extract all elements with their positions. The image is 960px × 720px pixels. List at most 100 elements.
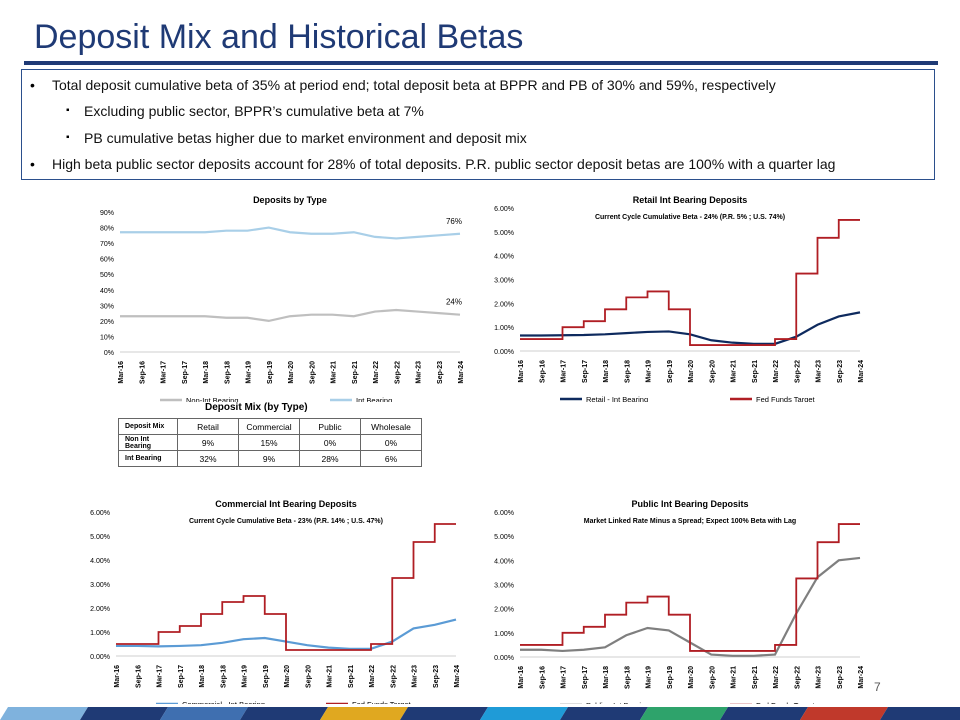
x-tick-label: Sep-16 <box>539 666 546 689</box>
x-tick-label: Sep-17 <box>582 360 589 383</box>
x-tick-label: Mar-22 <box>773 360 780 383</box>
retail-int-bearing-chart: Retail Int Bearing Deposits Current Cycle… <box>494 195 865 402</box>
y-tick-label: 0.00% <box>494 349 514 356</box>
footer-segment <box>0 707 88 720</box>
x-tick-label: Sep-23 <box>837 666 844 689</box>
x-tick-label: Sep-18 <box>220 665 227 688</box>
x-tick-label: Sep-22 <box>390 665 397 688</box>
public-int-bearing-chart: Public Int Bearing Deposits Market Linked… <box>494 499 865 704</box>
legend-label: Commercial - Int Bearing <box>182 700 265 704</box>
x-tick-label: Mar-23 <box>416 361 423 384</box>
deposit-mix-title: Deposit Mix (by Type) <box>205 402 308 413</box>
title-rule <box>24 61 938 65</box>
chart-title: Public Int Bearing Deposits <box>631 499 748 509</box>
y-tick-label: 70% <box>100 241 114 248</box>
legend-label: Retail - Int Bearing <box>586 395 648 402</box>
x-tick-label: Mar-23 <box>816 360 823 383</box>
y-tick-label: 30% <box>100 303 114 310</box>
table-header-cell: Commercial <box>238 418 300 435</box>
y-tick-label: 10% <box>100 334 114 341</box>
x-tick-label: Mar-18 <box>603 666 610 689</box>
x-tick-label: Mar-21 <box>731 360 738 383</box>
x-tick-label: Sep-21 <box>752 360 759 383</box>
table-cell: 0% <box>299 434 361 451</box>
x-tick-label: Sep-22 <box>794 360 801 383</box>
table-row: Non Int Bearing 9% 15% 0% 0% <box>118 434 422 451</box>
x-tick-label: Sep-21 <box>352 361 359 384</box>
series-line-0 <box>120 308 461 323</box>
bullet-2: Excluding public sector, BPPR’s cumulati… <box>84 103 424 119</box>
y-tick-label: 0% <box>104 350 114 357</box>
chart-subtitle: Market Linked Rate Minus a Spread; Expec… <box>584 518 796 525</box>
table-header-cell: Public <box>299 418 361 435</box>
y-tick-label: 4.00% <box>494 558 514 565</box>
y-tick-label: 0.00% <box>90 654 110 661</box>
chart-title: Deposits by Type <box>253 195 327 205</box>
data-label: 24% <box>446 298 462 307</box>
y-tick-label: 90% <box>100 210 114 217</box>
legend-label: Fed Funds Target <box>756 395 816 402</box>
x-tick-label: Sep-23 <box>433 665 440 688</box>
x-tick-label: Mar-16 <box>114 665 121 688</box>
footer-segment <box>160 707 248 720</box>
x-tick-label: Sep-18 <box>624 360 631 383</box>
x-tick-label: Sep-19 <box>263 665 270 688</box>
footer-segment <box>80 707 168 720</box>
x-tick-label: Mar-21 <box>327 665 334 688</box>
legend-label: Non-Int Bearing <box>186 396 239 402</box>
x-tick-label: Sep-22 <box>394 361 401 384</box>
x-tick-label: Mar-18 <box>603 360 610 383</box>
y-tick-label: 3.00% <box>90 582 110 589</box>
series-line-1 <box>520 523 860 652</box>
x-tick-label: Sep-18 <box>224 361 231 384</box>
x-tick-label: Mar-24 <box>858 360 865 383</box>
y-tick-label: 6.00% <box>494 206 514 213</box>
x-tick-label: Mar-22 <box>369 665 376 688</box>
chart-subtitle: Current Cycle Cumulative Beta - 24% (P.R… <box>595 214 785 221</box>
y-tick-label: 0.00% <box>494 655 514 662</box>
footer-segment <box>480 707 568 720</box>
x-tick-label: Mar-17 <box>561 360 568 383</box>
legend-label: Int Bearing <box>356 396 392 402</box>
x-tick-label: Mar-16 <box>518 360 525 383</box>
x-tick-label: Sep-19 <box>267 361 274 384</box>
y-tick-label: 1.00% <box>90 630 110 637</box>
page-number: 7 <box>874 680 881 694</box>
footer-segment <box>880 707 960 720</box>
table-cell: 15% <box>238 434 300 451</box>
legend-label: Fed Funds Target <box>352 700 412 704</box>
table-row-label: Non Int Bearing <box>118 434 178 451</box>
y-tick-label: 1.00% <box>494 631 514 638</box>
x-tick-label: Mar-16 <box>118 361 125 384</box>
y-tick-label: 5.00% <box>90 534 110 541</box>
chart-title: Retail Int Bearing Deposits <box>633 195 748 205</box>
x-tick-label: Sep-19 <box>667 666 674 689</box>
footer-color-bar <box>0 707 960 720</box>
x-tick-label: Mar-21 <box>731 666 738 689</box>
bullet-3: PB cumulative betas higher due to market… <box>84 130 527 146</box>
x-tick-label: Mar-24 <box>458 361 465 384</box>
x-tick-label: Mar-20 <box>688 666 695 689</box>
x-tick-label: Mar-17 <box>161 361 168 384</box>
y-tick-label: 5.00% <box>494 534 514 541</box>
table-header-cell: Wholesale <box>360 418 422 435</box>
x-tick-label: Sep-21 <box>752 666 759 689</box>
y-tick-label: 20% <box>100 319 114 326</box>
x-tick-label: Sep-20 <box>709 360 716 383</box>
footer-segment <box>720 707 808 720</box>
x-tick-label: Mar-22 <box>773 666 780 689</box>
series-line-1 <box>520 219 860 346</box>
x-tick-label: Mar-19 <box>246 361 253 384</box>
x-tick-label: Sep-22 <box>794 666 801 689</box>
x-tick-label: Sep-17 <box>182 361 189 384</box>
chart-title: Commercial Int Bearing Deposits <box>215 499 357 509</box>
y-tick-label: 3.00% <box>494 278 514 285</box>
y-tick-label: 60% <box>100 257 114 264</box>
bullet-dot: • <box>30 77 35 93</box>
y-tick-label: 6.00% <box>494 510 514 517</box>
y-tick-label: 5.00% <box>494 230 514 237</box>
x-tick-label: Mar-17 <box>157 665 164 688</box>
table-cell: 9% <box>238 450 300 467</box>
table-cell: 9% <box>177 434 239 451</box>
x-tick-label: Mar-17 <box>561 666 568 689</box>
